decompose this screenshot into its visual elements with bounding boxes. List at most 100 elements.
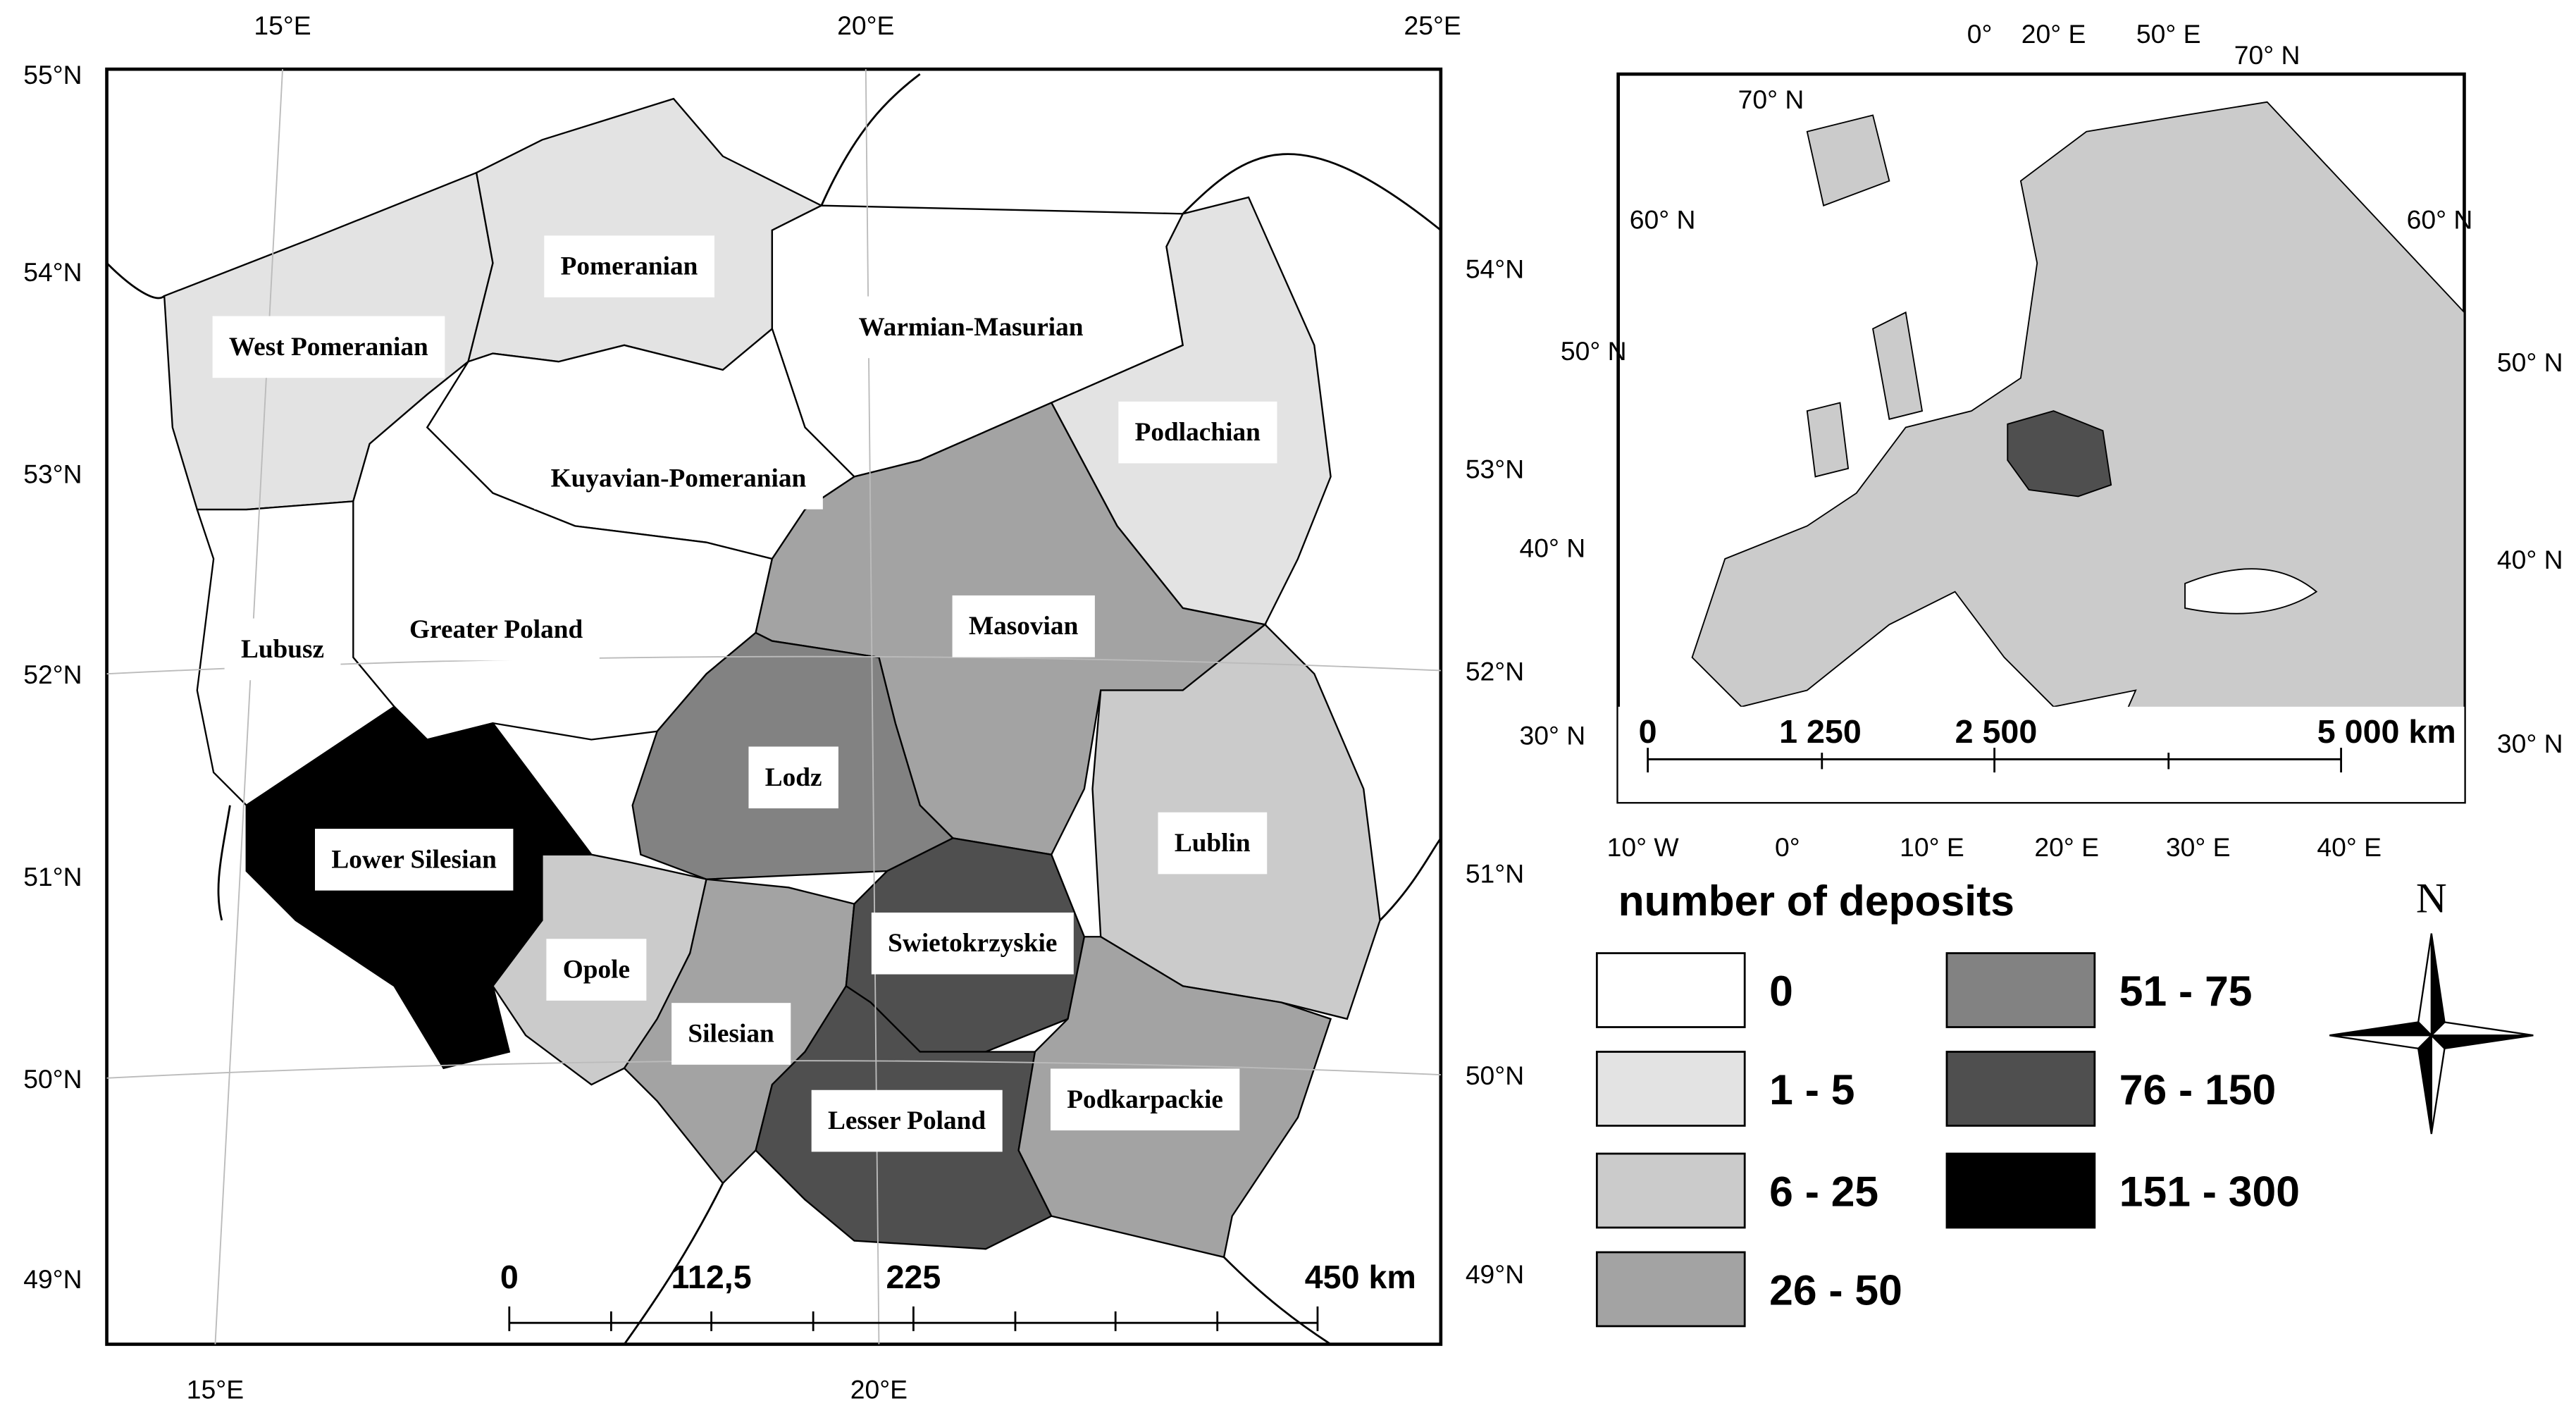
region-label: Swietokrzyskie xyxy=(888,929,1057,958)
border xyxy=(1379,837,1442,921)
inset-lat-label: 40° N xyxy=(1520,533,1586,563)
label-box xyxy=(212,316,445,378)
legend-swatch xyxy=(1595,952,1746,1028)
inset-lon-label: 20° E xyxy=(2034,832,2099,862)
lat-label: 50°N xyxy=(23,1064,82,1094)
region-label: Opole xyxy=(563,956,630,984)
legend-label: 1 - 5 xyxy=(1769,1066,1854,1113)
label-box xyxy=(842,296,1101,359)
inset-scale-label: 2 500 xyxy=(1955,713,2038,750)
label-box xyxy=(1118,401,1277,464)
inset-labels: 0° 20° E 50° E 70° N 70° N 60° N 50° N 40° N 30°… xyxy=(1520,19,2563,862)
scale-label: 112,5 xyxy=(671,1259,752,1295)
label-box xyxy=(224,618,341,681)
region-label: Lubusz xyxy=(241,635,324,664)
inset-top-label: 70° N xyxy=(2234,40,2301,70)
inset-lat-label: 30° N xyxy=(1520,720,1586,750)
inset-top-label: 0° xyxy=(1967,19,1993,49)
label-box xyxy=(952,595,1095,657)
inset-scale-bar xyxy=(1647,748,2342,773)
legend-swatch xyxy=(1945,1051,2096,1127)
inset-top-label: 50° E xyxy=(2136,19,2201,49)
arrow-part xyxy=(2417,933,2432,1037)
border xyxy=(623,1183,724,1345)
lat-label: 50°N xyxy=(1466,1061,1524,1090)
legend: number of deposits 0 1 - 5 6 - 25 26 - 50 51 … xyxy=(1595,877,2300,1328)
coast xyxy=(820,73,921,206)
arrow-part xyxy=(2417,1033,2432,1135)
lat-label: 55°N xyxy=(23,60,82,89)
label-box xyxy=(546,939,647,1001)
region-label: Masovian xyxy=(969,612,1079,641)
arrow-part xyxy=(2430,933,2446,1037)
inset-lat-label: 50° N xyxy=(2497,347,2563,377)
borders xyxy=(106,73,1442,1345)
inset-top-label: 20° E xyxy=(2021,19,2086,49)
lat-label: 49°N xyxy=(1466,1259,1524,1289)
label-box xyxy=(534,447,823,510)
inset-lon-label: 40° E xyxy=(2317,832,2382,862)
region-label: Greater Poland xyxy=(409,615,583,644)
label-box xyxy=(871,912,1074,975)
label-box xyxy=(392,598,600,661)
inset-lon-label: 10° E xyxy=(1900,832,1964,862)
inset-scale-label: 5 000 km xyxy=(2317,713,2456,750)
scale-label: 450 km xyxy=(1305,1259,1416,1295)
region-label: Pomeranian xyxy=(561,252,698,281)
legend-label: 51 - 75 xyxy=(2119,967,2253,1015)
inset-land xyxy=(1618,101,2465,803)
legend-label: 6 - 25 xyxy=(1769,1168,1878,1216)
lon-label: 25°E xyxy=(1404,11,1461,40)
inset-lat-label: 60° N xyxy=(1630,204,1696,234)
legend-label: 26 - 50 xyxy=(1769,1266,1902,1314)
region-label: Lublin xyxy=(1175,829,1251,858)
region-label: Lodz xyxy=(765,763,822,792)
region-label: West Pomeranian xyxy=(229,333,428,362)
coast xyxy=(106,262,166,300)
poland-inset xyxy=(2007,410,2112,498)
inset-scale-label: 1 250 xyxy=(1779,713,1862,750)
arrow-part xyxy=(2329,1034,2434,1050)
arrow-part xyxy=(2329,1021,2434,1037)
region-label: Podlachian xyxy=(1135,418,1261,447)
label-box xyxy=(1050,1068,1240,1131)
legend-swatch xyxy=(1945,1152,2096,1229)
label-box xyxy=(748,746,838,809)
label-box xyxy=(671,1003,791,1065)
inset-scale-label: 0 xyxy=(1639,713,1657,750)
label-box xyxy=(811,1089,1003,1152)
arrow-part xyxy=(2429,1034,2534,1050)
island xyxy=(1806,114,1890,206)
lat-label: 51°N xyxy=(1466,858,1524,888)
legend-title: number of deposits xyxy=(1618,877,2014,925)
legend-swatch xyxy=(1945,952,2096,1028)
arrow-part xyxy=(2430,1033,2446,1135)
inset-lon-label: 0° xyxy=(1775,832,1800,862)
inset-lat-label: 30° N xyxy=(2497,729,2563,758)
region-label: Warmian-Masurian xyxy=(858,313,1083,342)
lon-label: 20°E xyxy=(850,1374,908,1404)
main-scale-bar xyxy=(508,1306,1319,1331)
scale-backdrop xyxy=(1618,706,2465,803)
scale-label: 225 xyxy=(886,1259,941,1295)
meridian xyxy=(214,69,283,1345)
lat-label: 51°N xyxy=(23,862,82,891)
border xyxy=(1223,1256,1332,1345)
region-label: Lower Silesian xyxy=(331,845,497,874)
lon-label: 20°E xyxy=(837,11,894,40)
region-label: Silesian xyxy=(688,1019,774,1048)
island xyxy=(1806,402,1850,478)
lat-label: 49°N xyxy=(23,1264,82,1294)
label-box xyxy=(544,235,714,297)
black-sea xyxy=(2184,568,2318,615)
lat-label: 54°N xyxy=(1466,254,1524,283)
lat-label: 53°N xyxy=(23,459,82,489)
border xyxy=(217,805,231,921)
inset-lon-label: 30° E xyxy=(2166,832,2231,862)
inset-lat-label: 40° N xyxy=(2497,545,2563,574)
legend-swatch xyxy=(1595,1152,1746,1229)
region-label: Podkarpackie xyxy=(1067,1085,1223,1114)
legend-swatch xyxy=(1595,1051,1746,1127)
legend-swatch xyxy=(1595,1251,1746,1328)
